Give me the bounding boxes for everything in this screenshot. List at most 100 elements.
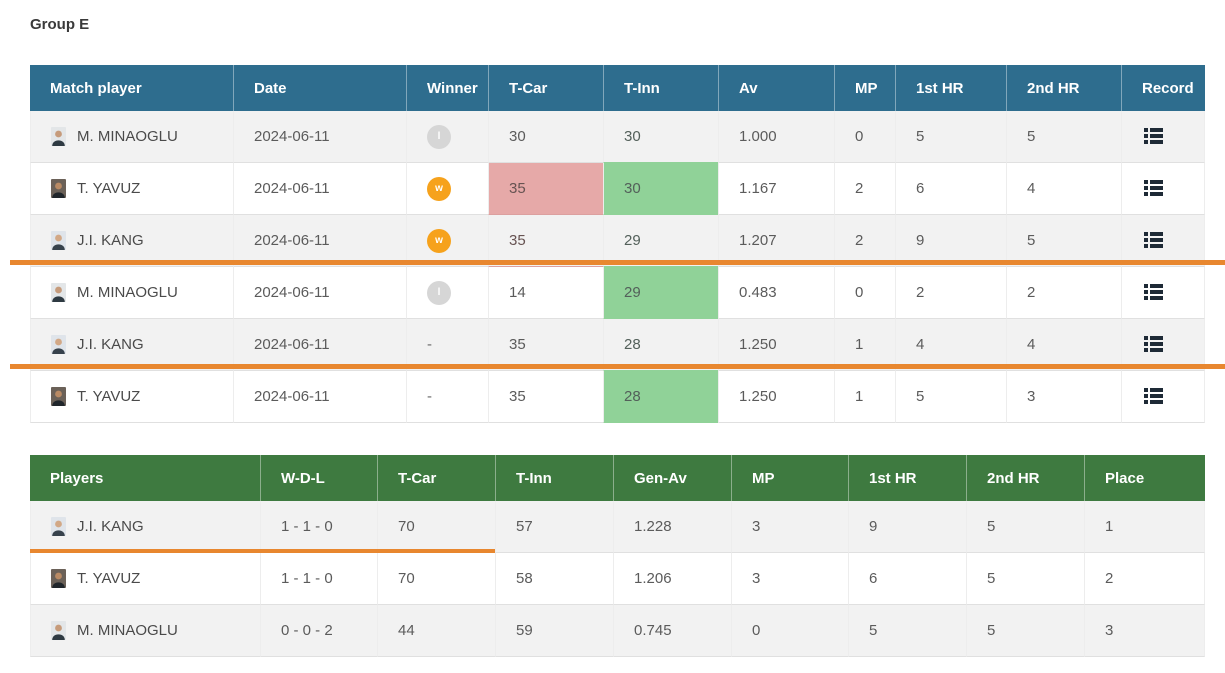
t-car-cell: 44 [377, 605, 495, 657]
record-cell [1121, 111, 1205, 163]
av-cell: 1.167 [718, 163, 834, 215]
player-cell: T. YAVUZ [30, 553, 260, 605]
group-separator-line [10, 260, 1225, 265]
t-car-cell: 14 [488, 267, 603, 319]
player: T. YAVUZ [51, 569, 254, 588]
record-list-icon [1144, 335, 1163, 352]
player-avatar-icon [51, 127, 66, 146]
mp-cell: 1 [834, 319, 895, 371]
record-button[interactable] [1142, 230, 1165, 250]
record-list-icon [1144, 283, 1163, 300]
player-name: M. MINAOGLU [77, 128, 178, 145]
first-hr-cell: 2 [895, 267, 1006, 319]
t-car-cell: 70 [377, 501, 495, 553]
t-car-cell: 35 [488, 371, 603, 423]
t-inn-cell: 57 [495, 501, 613, 553]
mp-cell: 0 [834, 111, 895, 163]
wdl-cell: 0 - 0 - 2 [260, 605, 377, 657]
winner-win-badge-icon: W [427, 176, 451, 201]
second-hr-cell: 5 [966, 605, 1084, 657]
standings-table: Players W-D-L T-Car T-Inn Gen-Av MP 1st … [30, 455, 1205, 657]
t-car-cell: 35 [488, 215, 603, 267]
matches-table: Match player Date Winner T-Car T-Inn Av … [30, 65, 1205, 423]
match-row: T. YAVUZ 2024-06-11 W 35 30 1.167 2 6 4 [30, 163, 1205, 215]
matches-header-row: Match player Date Winner T-Car T-Inn Av … [30, 65, 1205, 111]
winner-win-badge-icon: W [427, 228, 451, 253]
gen-av-cell: 1.206 [613, 553, 731, 605]
gen-av-cell: 0.745 [613, 605, 731, 657]
standings-row: J.I. KANG 1 - 1 - 0 70 57 1.228 3 9 5 1 [30, 501, 1205, 553]
col-2nd-hr: 2nd HR [966, 455, 1084, 501]
second-hr-cell: 4 [1006, 319, 1121, 371]
player-name: T. YAVUZ [77, 570, 141, 587]
mp-cell: 3 [731, 553, 848, 605]
col-players: Players [30, 455, 260, 501]
player-name: J.I. KANG [77, 232, 144, 249]
record-list-icon [1144, 387, 1163, 404]
player-avatar-icon [51, 569, 66, 588]
winner-dash: - [427, 388, 432, 405]
col-1st-hr: 1st HR [895, 65, 1006, 111]
match-row: J.I. KANG 2024-06-11-35 28 1.250 1 4 4 [30, 319, 1205, 371]
second-hr-cell: 5 [1006, 215, 1121, 267]
player: J.I. KANG [51, 517, 254, 536]
col-t-car: T-Car [488, 65, 603, 111]
mp-cell: 3 [731, 501, 848, 553]
winner-dash: - [427, 336, 432, 353]
t-inn-cell: 30 [603, 111, 718, 163]
player-avatar-icon [51, 231, 66, 250]
second-hr-cell: 5 [966, 501, 1084, 553]
col-av: Av [718, 65, 834, 111]
standings-row: T. YAVUZ 1 - 1 - 0 70 58 1.206 3 6 5 2 [30, 553, 1205, 605]
t-car-cell: 30 [488, 111, 603, 163]
col-gen-av: Gen-Av [613, 455, 731, 501]
col-place: Place [1084, 455, 1205, 501]
second-hr-cell: 5 [1006, 111, 1121, 163]
player-cell: J.I. KANG [30, 319, 233, 371]
first-hr-cell: 5 [848, 605, 966, 657]
group-title: Group E [30, 16, 90, 33]
first-hr-cell: 9 [895, 215, 1006, 267]
record-button[interactable] [1142, 386, 1165, 406]
record-button[interactable] [1142, 178, 1165, 198]
first-hr-cell: 4 [895, 319, 1006, 371]
col-mp: MP [731, 455, 848, 501]
record-button[interactable] [1142, 126, 1165, 146]
t-inn-cell: 30 [603, 163, 718, 215]
record-list-icon [1144, 179, 1163, 196]
t-inn-cell: 28 [603, 319, 718, 371]
t-inn-cell: 59 [495, 605, 613, 657]
place-cell: 1 [1084, 501, 1205, 553]
mp-cell: 1 [834, 371, 895, 423]
winner-cell: - [406, 319, 488, 371]
wdl-cell: 1 - 1 - 0 [260, 553, 377, 605]
player: M. MINAOGLU [51, 127, 227, 146]
player: M. MINAOGLU [51, 621, 254, 640]
col-record: Record [1121, 65, 1205, 111]
standings-header-row: Players W-D-L T-Car T-Inn Gen-Av MP 1st … [30, 455, 1205, 501]
match-row: T. YAVUZ 2024-06-11 - 35 28 1.250 1 5 3 [30, 371, 1205, 423]
player-cell: T. YAVUZ [30, 163, 233, 215]
first-hr-cell: 5 [895, 371, 1006, 423]
first-hr-cell: 6 [848, 553, 966, 605]
player: M. MINAOGLU [51, 283, 227, 302]
date-cell: 2024-06-11 [233, 267, 406, 319]
record-button[interactable] [1142, 282, 1165, 302]
col-t-inn: T-Inn [495, 455, 613, 501]
av-cell: 1.207 [718, 215, 834, 267]
second-hr-cell: 3 [1006, 371, 1121, 423]
record-cell [1121, 371, 1205, 423]
first-hr-cell: 9 [848, 501, 966, 553]
place-cell: 2 [1084, 553, 1205, 605]
t-inn-cell: 29 [603, 267, 718, 319]
record-cell [1121, 319, 1205, 371]
t-car-cell: 35 [488, 319, 603, 371]
winner-cell: W [406, 163, 488, 215]
winner-loss-badge-icon: L [427, 124, 451, 149]
player-avatar-icon [51, 387, 66, 406]
record-list-icon [1144, 127, 1163, 144]
record-button[interactable] [1142, 334, 1165, 354]
mp-cell: 0 [834, 267, 895, 319]
mp-cell: 0 [731, 605, 848, 657]
